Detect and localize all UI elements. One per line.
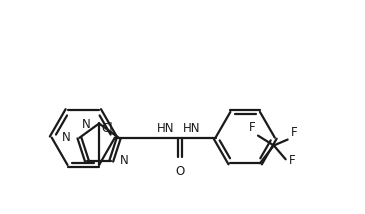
Text: O: O (176, 165, 185, 178)
Text: Cl: Cl (101, 122, 113, 135)
Text: N: N (81, 118, 90, 131)
Text: F: F (249, 121, 255, 134)
Text: F: F (291, 126, 297, 139)
Text: N: N (120, 155, 129, 168)
Text: N: N (62, 131, 70, 144)
Text: HN: HN (183, 122, 201, 135)
Text: HN: HN (157, 122, 175, 135)
Text: F: F (289, 154, 295, 167)
